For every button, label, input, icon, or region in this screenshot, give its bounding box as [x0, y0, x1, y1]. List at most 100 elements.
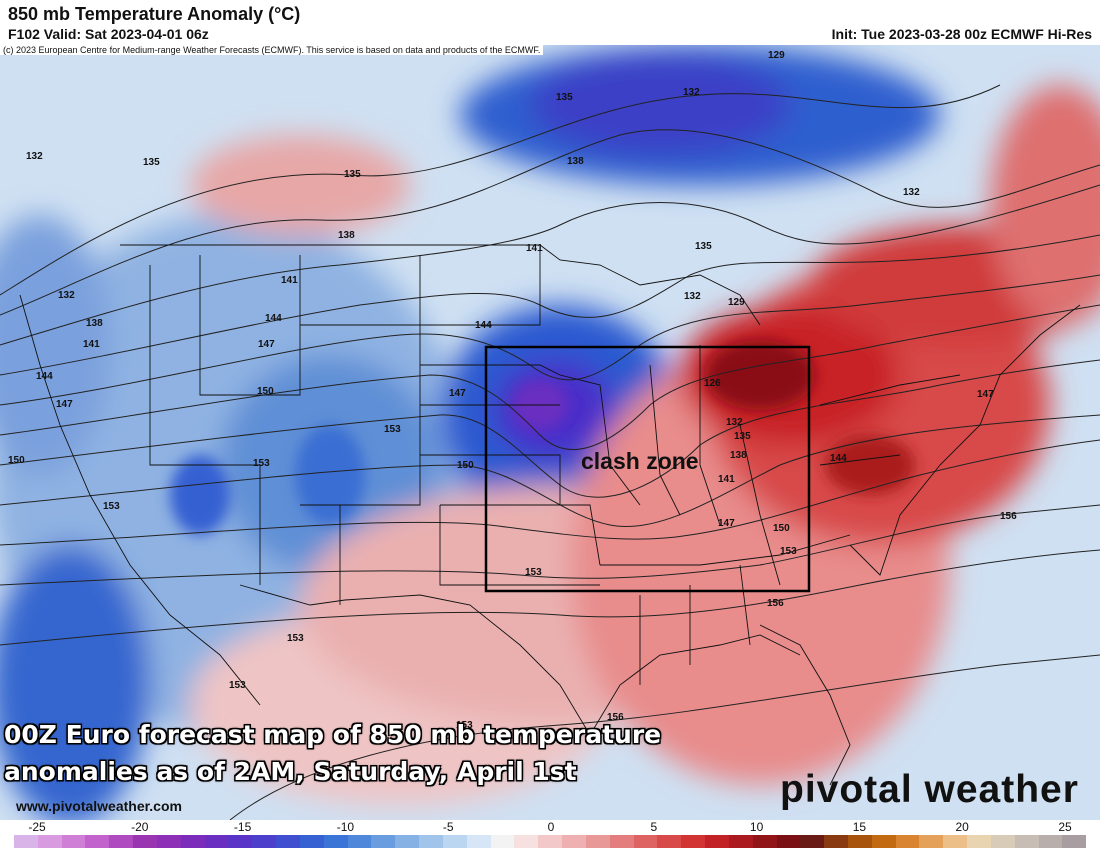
weather-map: 132 135 135 138 135 132 129 138 132 141 …: [0, 45, 1100, 820]
colorbar-cell: [585, 835, 610, 848]
colorbar-cell: [1038, 835, 1063, 848]
colorbar-cell: [180, 835, 205, 848]
brand-logo: pivotal weather: [780, 768, 1079, 811]
height-contours: [0, 84, 1100, 820]
contour-label: 135: [734, 431, 751, 442]
contour-label: 156: [607, 712, 624, 723]
contour-label: 144: [265, 313, 282, 324]
colorbar-cell: [347, 835, 372, 848]
colorbar-cell: [967, 835, 991, 848]
colorbar-tick-label: 15: [852, 820, 867, 834]
contour-label: 129: [768, 50, 785, 61]
contour-label: 132: [26, 151, 43, 162]
contour-label: 129: [728, 297, 745, 308]
contour-label: 132: [903, 187, 920, 198]
contour-label: 150: [773, 523, 790, 534]
contour-label: 132: [726, 417, 743, 428]
contour-label: 147: [56, 399, 73, 410]
cold-core-west: [170, 455, 230, 535]
contour-label: 138: [567, 156, 584, 167]
state-line: [300, 324, 421, 506]
state-line: [819, 454, 901, 466]
colorbar-cell: [824, 835, 848, 848]
contour-line: [0, 414, 1100, 527]
contour-label: 153: [229, 680, 246, 691]
contour-label: 150: [457, 460, 474, 471]
contour-label: 141: [718, 474, 735, 485]
colorbar-cell: [228, 835, 253, 848]
clash-zone-box: [484, 345, 811, 593]
colorbar-cell: [752, 835, 777, 848]
colorbar-cell: [633, 835, 658, 848]
contour-line: [0, 504, 1100, 586]
contour-label: 153: [103, 501, 120, 512]
colorbar-cell: [538, 835, 563, 848]
state-line: [819, 374, 961, 406]
colorbar-cell: [681, 835, 706, 848]
warm-anomaly-plateau: [190, 135, 410, 235]
contour-label: 138: [338, 230, 355, 241]
state-line: [149, 265, 261, 585]
colorbar-cell: [276, 835, 300, 848]
contour-label: 153: [287, 633, 304, 644]
colorbar-cell: [156, 835, 181, 848]
contour-label: 141: [83, 339, 100, 350]
contour-line: [0, 359, 1100, 498]
cold-anomaly-hudson: [530, 55, 790, 155]
cold-anomaly-coast: [0, 215, 110, 475]
colorbar-cell: [419, 835, 443, 848]
contour-label: 147: [718, 518, 735, 529]
cold-anomaly-pacific: [0, 545, 150, 820]
contour-label: 153: [780, 546, 797, 557]
map-title: 850 mb Temperature Anomaly (°C): [8, 4, 301, 24]
colorbar-cell: [61, 835, 86, 848]
colorbar-cell: [442, 835, 467, 848]
colorbar-cell: [133, 835, 157, 848]
contour-label: 150: [257, 386, 274, 397]
contour-label: 153: [384, 424, 401, 435]
colorbar-cell: [37, 835, 62, 848]
clash-zone-label: clash zone: [581, 448, 699, 474]
contour-label: 132: [58, 290, 75, 301]
colorbar-cell: [466, 835, 491, 848]
contour-label: 153: [456, 720, 473, 731]
contour-label: 147: [258, 339, 275, 350]
colorbar-cell: [299, 835, 324, 848]
colorbar-cell: [1062, 835, 1087, 848]
caption-line-1: 00Z Euro forecast map of 850 mb temperat…: [4, 720, 662, 749]
colorbar-cell: [657, 835, 682, 848]
contour-label: 144: [36, 371, 53, 382]
us-mexico-border: [239, 584, 591, 736]
state-line: [600, 534, 851, 566]
colorbar-cell: [514, 835, 539, 848]
colorbar-tick-label: 20: [955, 820, 969, 834]
anomaly-cores: [170, 340, 915, 535]
map-caption: 00Z Euro forecast map of 850 mb temperat…: [4, 716, 661, 790]
contour-labels: 132 135 135 138 135 132 129 138 132 141 …: [8, 50, 1017, 731]
us-canada-border: [120, 244, 761, 326]
contour-label: 135: [344, 169, 361, 180]
contour-label: 141: [281, 275, 298, 286]
colorbar-cell: [919, 835, 944, 848]
contour-label: 153: [525, 567, 542, 578]
colorbar-cell: [871, 835, 896, 848]
state-line: [649, 364, 681, 516]
contour-line: [0, 549, 1100, 646]
state-line: [559, 374, 641, 506]
caption-line-2: anomalies as of 2AM, Saturday, April 1st: [4, 757, 577, 786]
coastline-east: [759, 304, 1081, 786]
state-line: [739, 564, 751, 646]
colorbar-tick-label: 25: [1058, 820, 1072, 834]
contour-label: 138: [86, 318, 103, 329]
colorbar-cell: [1014, 835, 1039, 848]
state-line: [699, 345, 721, 526]
contour-line: [0, 184, 1100, 346]
website-url[interactable]: www.pivotalweather.com: [16, 798, 182, 814]
colorbar-cell: [943, 835, 968, 848]
colorbar-cell: [14, 835, 38, 848]
colorbar-cell: [109, 835, 134, 848]
boundaries: [19, 244, 1081, 786]
contour-line: [0, 304, 1100, 450]
valid-time: F102 Valid: Sat 2023-04-01 06z: [8, 26, 209, 42]
colorbar-cell: [323, 835, 348, 848]
